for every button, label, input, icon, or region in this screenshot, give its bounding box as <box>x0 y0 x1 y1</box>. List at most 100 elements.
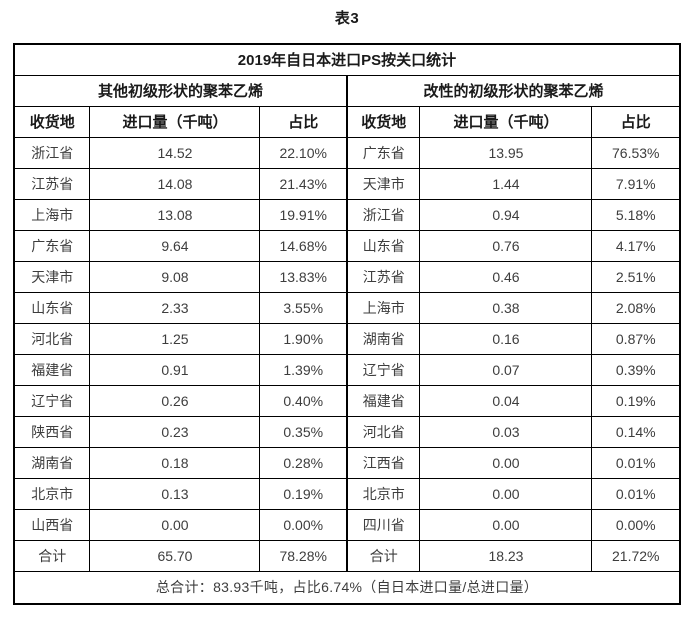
table-row: 山东省 2.33 3.55% 上海市 0.38 2.08% <box>13 291 681 324</box>
share-cell: 22.10% <box>259 136 348 169</box>
table-row: 北京市 0.13 0.19% 北京市 0.00 0.01% <box>13 477 681 510</box>
total-label-right: 合计 <box>346 539 421 572</box>
total-pct-right: 21.72% <box>591 539 681 572</box>
section-header-right: 改性的初级形状的聚苯乙烯 <box>346 74 681 107</box>
region-cell: 山西省 <box>13 508 91 541</box>
share-cell: 0.19% <box>259 477 348 510</box>
region-cell: 上海市 <box>346 291 421 324</box>
table-title: 2019年自日本进口PS按关口统计 <box>13 43 681 76</box>
import-qty-cell: 0.03 <box>419 415 593 448</box>
region-cell: 上海市 <box>13 198 91 231</box>
total-pct-left: 78.28% <box>259 539 348 572</box>
region-cell: 辽宁省 <box>13 384 91 417</box>
share-cell: 3.55% <box>259 291 348 324</box>
col-header-pct-left: 占比 <box>259 105 348 138</box>
share-cell: 13.83% <box>259 260 348 293</box>
import-qty-cell: 0.00 <box>419 477 593 510</box>
region-cell: 广东省 <box>13 229 91 262</box>
import-qty-cell: 13.95 <box>419 136 593 169</box>
table-row: 上海市 13.08 19.91% 浙江省 0.94 5.18% <box>13 198 681 231</box>
table-row: 浙江省 14.52 22.10% 广东省 13.95 76.53% <box>13 136 681 169</box>
region-cell: 浙江省 <box>346 198 421 231</box>
import-qty-cell: 0.26 <box>89 384 261 417</box>
import-qty-cell: 0.46 <box>419 260 593 293</box>
region-cell: 陕西省 <box>13 415 91 448</box>
share-cell: 0.14% <box>591 415 681 448</box>
table-row: 天津市 9.08 13.83% 江苏省 0.46 2.51% <box>13 260 681 293</box>
region-cell: 北京市 <box>346 477 421 510</box>
import-qty-cell: 0.13 <box>89 477 261 510</box>
share-cell: 21.43% <box>259 167 348 200</box>
share-cell: 0.40% <box>259 384 348 417</box>
col-header-region-right: 收货地 <box>346 105 421 138</box>
table-row: 湖南省 0.18 0.28% 江西省 0.00 0.01% <box>13 446 681 479</box>
region-cell: 天津市 <box>13 260 91 293</box>
import-qty-cell: 0.91 <box>89 353 261 386</box>
import-qty-cell: 0.38 <box>419 291 593 324</box>
region-cell: 北京市 <box>13 477 91 510</box>
col-header-pct-right: 占比 <box>591 105 681 138</box>
share-cell: 7.91% <box>591 167 681 200</box>
share-cell: 0.28% <box>259 446 348 479</box>
region-cell: 浙江省 <box>13 136 91 169</box>
region-cell: 江苏省 <box>346 260 421 293</box>
section-header-row: 其他初级形状的聚苯乙烯 改性的初级形状的聚苯乙烯 <box>13 74 681 107</box>
share-cell: 2.51% <box>591 260 681 293</box>
total-qty-right: 18.23 <box>419 539 593 572</box>
total-label-left: 合计 <box>13 539 91 572</box>
page-title: 表3 <box>334 10 360 27</box>
share-cell: 76.53% <box>591 136 681 169</box>
import-qty-cell: 0.00 <box>89 508 261 541</box>
share-cell: 4.17% <box>591 229 681 262</box>
share-cell: 0.19% <box>591 384 681 417</box>
import-qty-cell: 14.08 <box>89 167 261 200</box>
table-row: 山西省 0.00 0.00% 四川省 0.00 0.00% <box>13 508 681 541</box>
import-stats-table: 2019年自日本进口PS按关口统计 其他初级形状的聚苯乙烯 改性的初级形状的聚苯… <box>12 43 682 605</box>
share-cell: 0.00% <box>259 508 348 541</box>
table-title-row: 2019年自日本进口PS按关口统计 <box>13 43 681 76</box>
import-qty-cell: 0.07 <box>419 353 593 386</box>
import-qty-cell: 2.33 <box>89 291 261 324</box>
import-qty-cell: 9.08 <box>89 260 261 293</box>
import-qty-cell: 0.18 <box>89 446 261 479</box>
column-header-row: 收货地 进口量（千吨） 占比 收货地 进口量（千吨） 占比 <box>13 105 681 138</box>
share-cell: 1.39% <box>259 353 348 386</box>
share-cell: 0.00% <box>591 508 681 541</box>
region-cell: 四川省 <box>346 508 421 541</box>
share-cell: 2.08% <box>591 291 681 324</box>
region-cell: 江苏省 <box>13 167 91 200</box>
import-qty-cell: 14.52 <box>89 136 261 169</box>
import-qty-cell: 0.16 <box>419 322 593 355</box>
region-cell: 湖南省 <box>346 322 421 355</box>
share-cell: 0.01% <box>591 446 681 479</box>
region-cell: 天津市 <box>346 167 421 200</box>
table-row: 广东省 9.64 14.68% 山东省 0.76 4.17% <box>13 229 681 262</box>
region-cell: 辽宁省 <box>346 353 421 386</box>
share-cell: 0.39% <box>591 353 681 386</box>
table-body: 浙江省 14.52 22.10% 广东省 13.95 76.53% 江苏省 14.08 21.4… <box>13 136 681 541</box>
import-qty-cell: 0.04 <box>419 384 593 417</box>
region-cell: 福建省 <box>346 384 421 417</box>
table-row: 辽宁省 0.26 0.40% 福建省 0.04 0.19% <box>13 384 681 417</box>
grand-total-row: 总合计：83.93千吨，占比6.74%（自日本进口量/总进口量） <box>13 570 681 605</box>
section-header-left: 其他初级形状的聚苯乙烯 <box>13 74 348 107</box>
import-qty-cell: 0.94 <box>419 198 593 231</box>
total-qty-left: 65.70 <box>89 539 261 572</box>
region-cell: 山东省 <box>13 291 91 324</box>
share-cell: 1.90% <box>259 322 348 355</box>
table-row: 陕西省 0.23 0.35% 河北省 0.03 0.14% <box>13 415 681 448</box>
share-cell: 19.91% <box>259 198 348 231</box>
region-cell: 福建省 <box>13 353 91 386</box>
region-cell: 广东省 <box>346 136 421 169</box>
import-qty-cell: 9.64 <box>89 229 261 262</box>
region-cell: 河北省 <box>13 322 91 355</box>
total-row: 合计 65.70 78.28% 合计 18.23 21.72% <box>13 539 681 572</box>
share-cell: 0.87% <box>591 322 681 355</box>
import-qty-cell: 13.08 <box>89 198 261 231</box>
table-row: 河北省 1.25 1.90% 湖南省 0.16 0.87% <box>13 322 681 355</box>
import-qty-cell: 1.25 <box>89 322 261 355</box>
import-qty-cell: 1.44 <box>419 167 593 200</box>
col-header-region-left: 收货地 <box>13 105 91 138</box>
share-cell: 0.35% <box>259 415 348 448</box>
